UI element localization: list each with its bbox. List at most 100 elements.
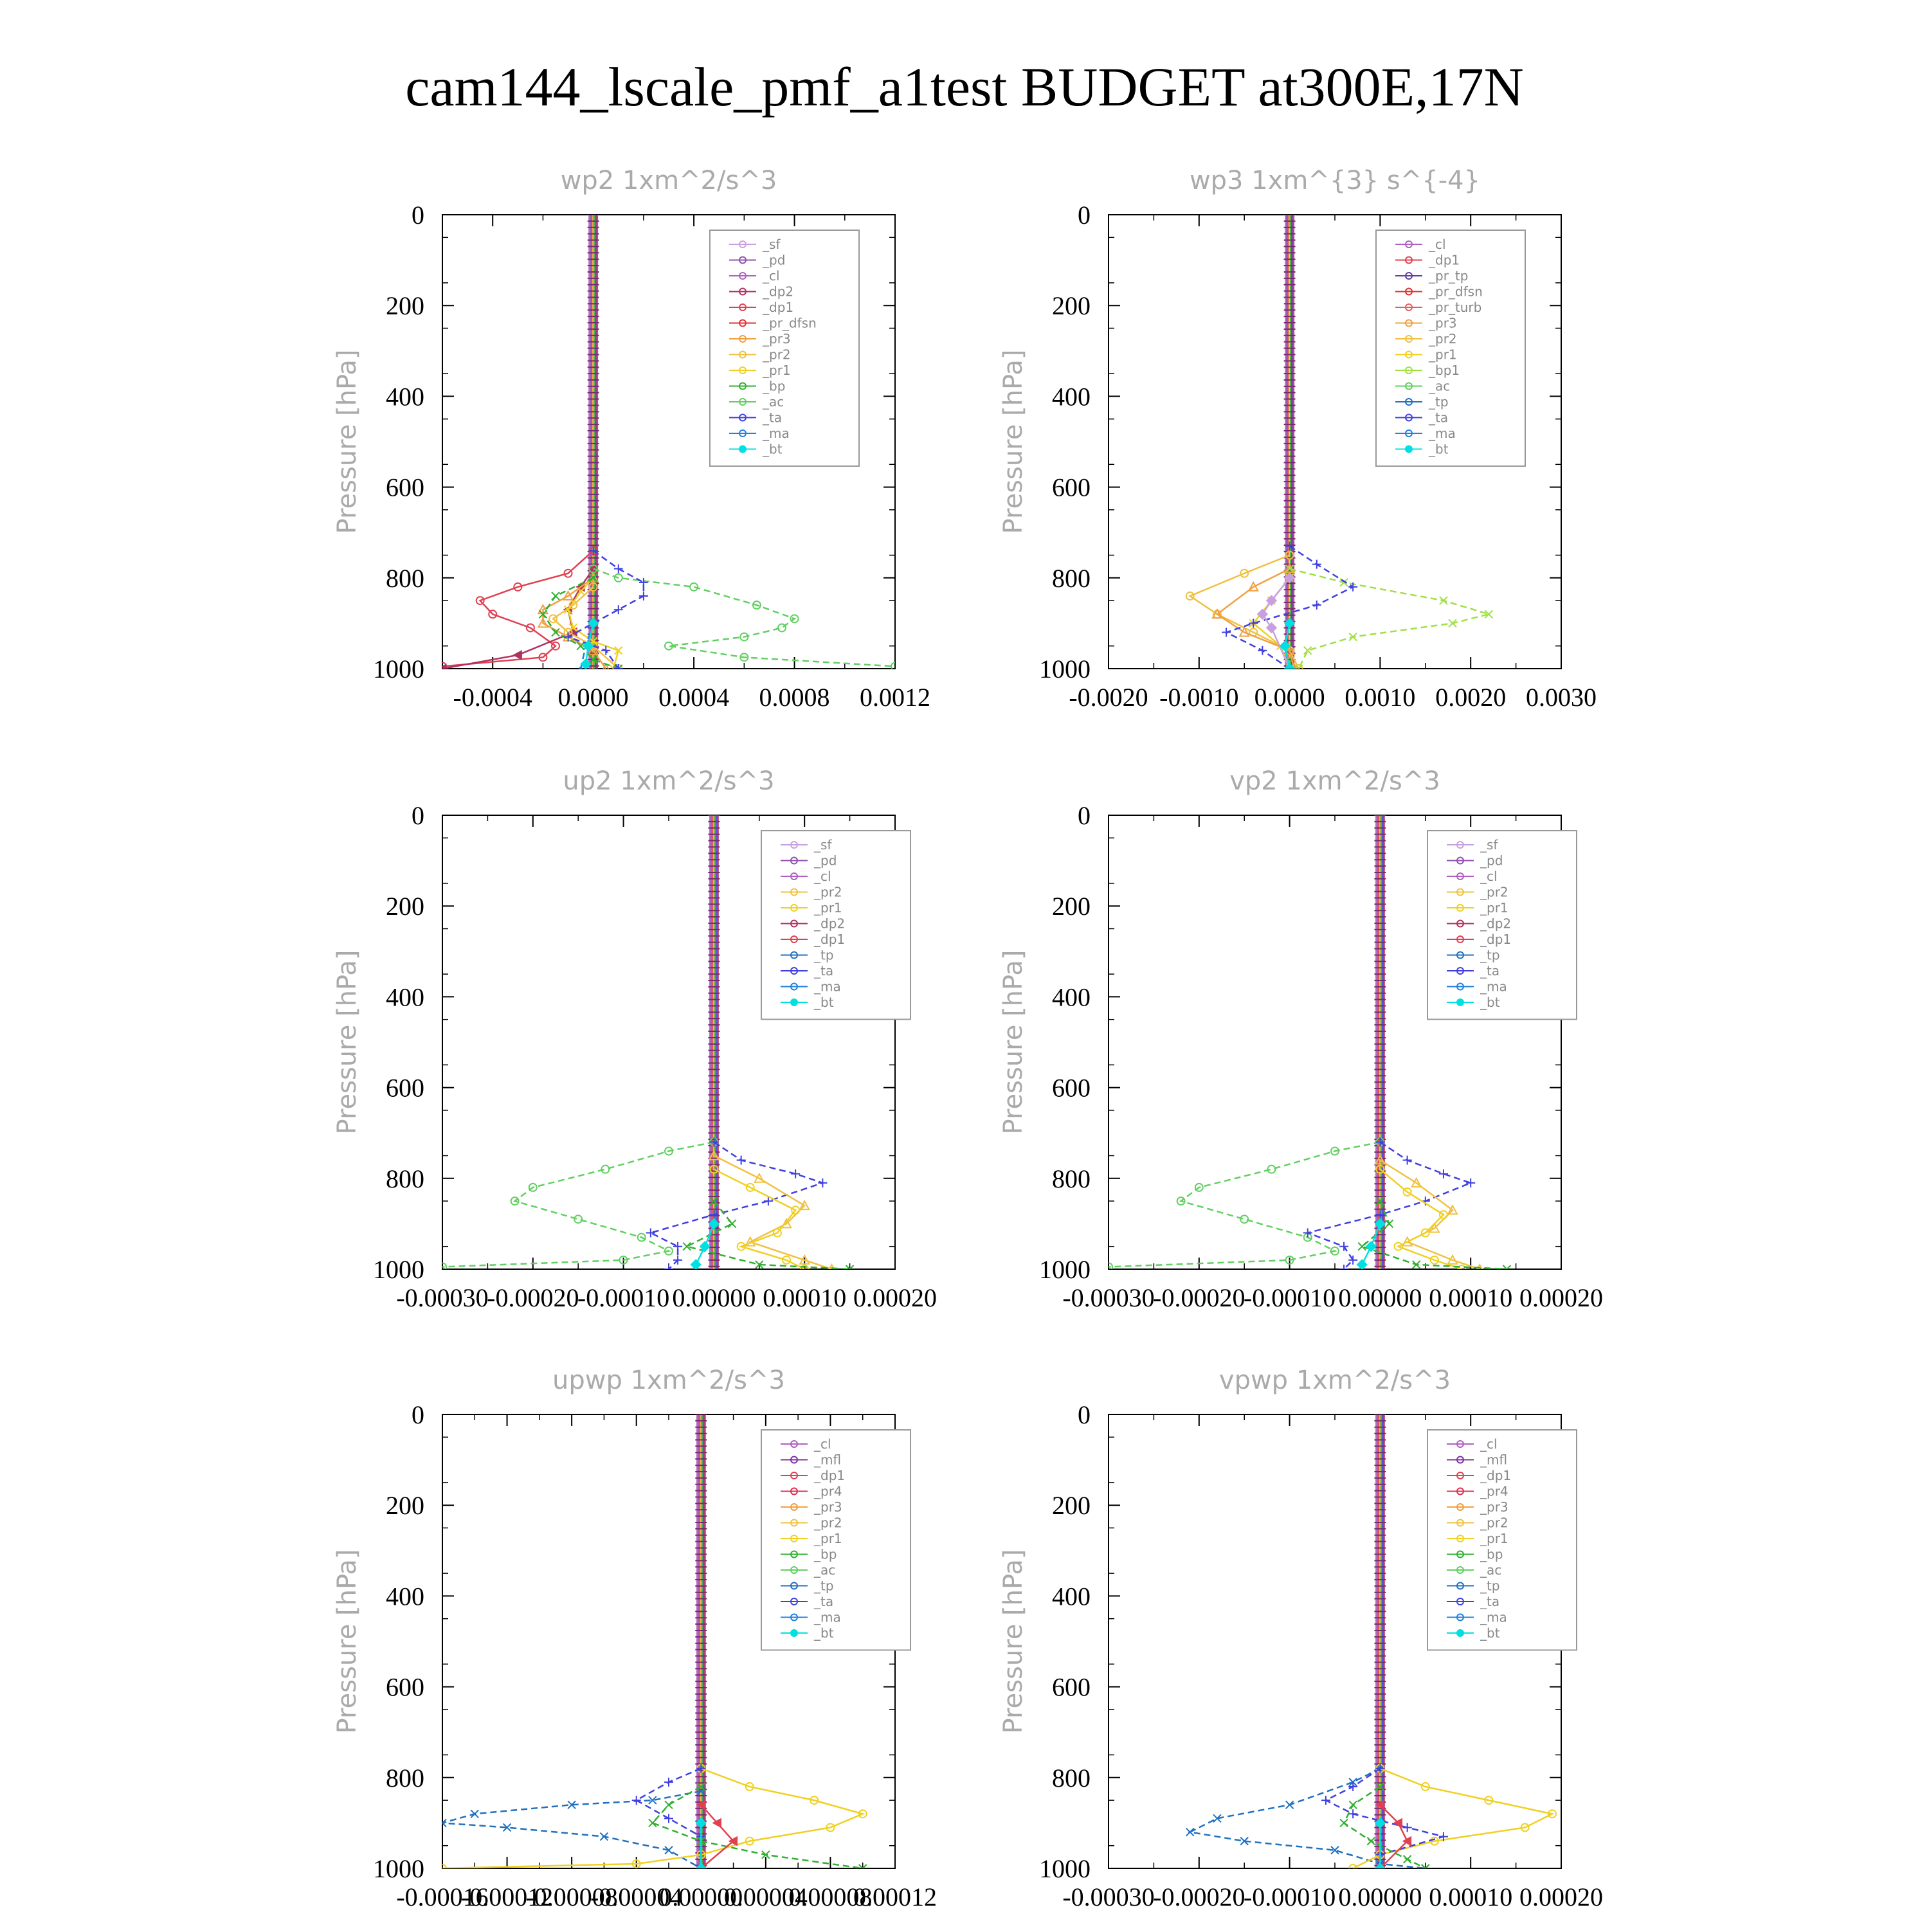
x-tick-label: 0.0000	[558, 683, 629, 712]
plot-area	[1109, 815, 1512, 1269]
legend-marker	[1456, 982, 1464, 991]
y-tick-label: 0	[1078, 801, 1091, 830]
series-point	[777, 623, 786, 633]
y-tick-label: 400	[386, 982, 424, 1011]
legend-label: _pr3	[1480, 1499, 1508, 1515]
series-point	[470, 1809, 479, 1818]
legend-marker	[739, 319, 747, 327]
series-line-pr1	[442, 1767, 865, 1868]
legend-label: _pr_tp	[1428, 268, 1468, 284]
x-tick-label: -0.0004	[453, 683, 532, 712]
legend-label: _bt	[813, 995, 834, 1010]
x-tick-label: 0.00004	[724, 1882, 808, 1911]
legend-label: _pr_turb	[1428, 300, 1481, 315]
series-point	[1402, 1823, 1412, 1832]
legend-marker	[790, 982, 798, 991]
legend-label: _ma	[762, 426, 790, 441]
x-tick-label: -0.00004	[590, 1882, 682, 1911]
series-point	[1375, 1164, 1385, 1174]
legend-label: _cl	[1480, 869, 1498, 884]
series-point	[1240, 1836, 1249, 1846]
legend-label: _tp	[1480, 948, 1500, 963]
series-line-bp1	[1289, 568, 1492, 669]
legend-marker	[790, 1472, 798, 1479]
legend: _cl_mfl_dp1_pr4_pr3_pr2_pr1_bp_ac_tp_ta_…	[1427, 1429, 1577, 1651]
series-point	[664, 1814, 673, 1823]
legend-marker	[1405, 240, 1413, 248]
series-point	[682, 1241, 691, 1251]
y-axis-label: Pressure [hPa]	[999, 950, 1028, 1135]
panel-title: wp3 1xm^{3} s^{-4}	[1190, 166, 1480, 195]
series-point	[587, 617, 599, 629]
series-point	[1285, 564, 1294, 573]
series-line-pr1	[1352, 1767, 1555, 1868]
series-point	[1438, 1832, 1448, 1841]
legend-label: _pr2	[813, 1515, 842, 1531]
legend-label: _pr2	[1480, 885, 1508, 900]
legend-label: _pd	[1480, 853, 1503, 869]
series-point	[1439, 596, 1448, 605]
legend-marker	[1456, 919, 1464, 928]
series-point	[1348, 1800, 1357, 1809]
series-point	[1294, 664, 1303, 669]
series-point	[1420, 1228, 1430, 1238]
y-tick-label: 400	[1052, 1582, 1091, 1611]
series-point	[1374, 1154, 1386, 1165]
series-point	[1339, 1241, 1349, 1251]
legend-marker	[1456, 1472, 1464, 1479]
legend-marker	[790, 1550, 798, 1558]
series-point	[587, 644, 599, 655]
series-point	[1303, 646, 1312, 655]
series-point	[1476, 1263, 1483, 1269]
series-point	[551, 627, 560, 637]
series-point	[551, 641, 560, 651]
x-tick-label: 0.00000	[1338, 1882, 1422, 1911]
legend-label: _bp	[813, 1547, 837, 1562]
series-point	[1186, 1827, 1195, 1837]
legend-marker	[1456, 1613, 1464, 1621]
series-point	[475, 596, 485, 606]
series-point	[528, 1182, 538, 1192]
series-point	[442, 664, 447, 669]
series-line-ta	[1224, 545, 1355, 669]
x-tick-label: 0.00010	[1429, 1882, 1512, 1911]
series-point	[1438, 1169, 1448, 1178]
x-tick-label: 0.00000	[659, 1882, 743, 1911]
legend-marker	[1456, 1582, 1464, 1590]
series-point	[696, 1800, 705, 1810]
series-point	[646, 1228, 655, 1238]
legend-marker	[790, 904, 798, 912]
x-tick-label: -0.0020	[1069, 683, 1148, 712]
series-point	[739, 653, 749, 662]
series-point	[736, 1241, 746, 1251]
legend-label: _pr2	[1480, 1515, 1508, 1531]
legend-marker	[1405, 398, 1413, 406]
x-tick-label: 0.0000	[1254, 683, 1325, 712]
series-point	[696, 1782, 705, 1791]
legend-marker	[739, 429, 747, 437]
y-tick-label: 200	[386, 291, 424, 320]
legend-marker	[739, 240, 747, 248]
series-point	[510, 1196, 520, 1206]
series-point	[1393, 1818, 1403, 1828]
y-tick-label: 400	[1052, 982, 1091, 1011]
series-point	[745, 1782, 754, 1791]
plot-frame	[442, 214, 896, 669]
legend-label: _pr3	[813, 1499, 842, 1515]
legend-marker	[790, 967, 798, 975]
series-point	[1429, 1836, 1439, 1846]
legend-label: _dp1	[1480, 1468, 1511, 1483]
series-point	[1285, 1255, 1294, 1265]
legend-marker	[1405, 350, 1413, 359]
legend-label: _ta	[1480, 1594, 1499, 1609]
legend-label: _pr3	[762, 331, 791, 347]
x-tick-label: -0.00020	[1153, 1882, 1245, 1911]
series-line-dp2	[1360, 1200, 1507, 1269]
legend-marker	[1405, 256, 1413, 264]
series-point	[695, 1817, 707, 1829]
series-point	[1285, 1800, 1294, 1809]
legend-label: _ac	[1480, 1562, 1501, 1578]
series-point	[613, 573, 623, 582]
series-point	[637, 1232, 646, 1242]
legend-marker	[739, 272, 747, 280]
